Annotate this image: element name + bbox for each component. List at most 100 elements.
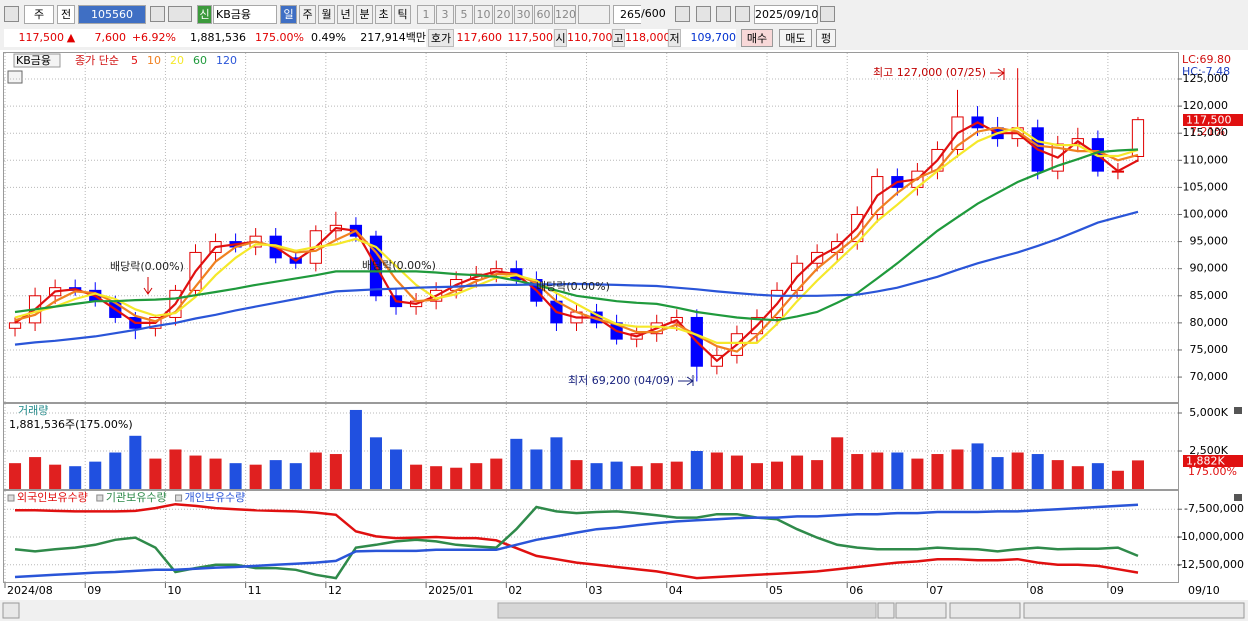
interval-60[interactable]: 60 [534,5,553,24]
x-tick-label: 07 [929,584,943,597]
play-controls[interactable] [895,602,947,619]
period-tick[interactable]: 틱 [394,5,411,24]
legend-entry: 10 [147,54,161,67]
volume-bar [690,450,703,489]
volume-bar [89,461,102,489]
scroll-right[interactable] [877,602,895,619]
volume-bar [490,458,503,489]
volume-bar [991,457,1004,489]
y-tick-label: 115,000 [1183,126,1229,139]
y-tick-label: 110,000 [1183,153,1229,166]
code-input[interactable]: 105560 [78,5,146,24]
open-price: 110,700 [567,29,613,47]
y-tick-label: 120,000 [1183,99,1229,112]
tool-icon[interactable] [696,6,711,22]
scroll-left[interactable] [2,602,20,619]
x-tick-label: 08 [1030,584,1044,597]
last-price-box [1183,114,1243,126]
period-second[interactable]: 초 [375,5,392,24]
annotation: 최저 69,200 (04/09) [568,374,674,387]
y-tick-label: 5,000K [1189,406,1228,419]
menu-icon[interactable] [4,6,19,22]
interval-20[interactable]: 20 [494,5,513,24]
legend-entry: 60 [193,54,207,67]
panel-close[interactable] [1234,494,1242,501]
period-week[interactable]: 주 [299,5,316,24]
search-icon[interactable] [150,6,165,22]
chart-tools[interactable] [1023,602,1245,619]
volume-bar [229,463,242,489]
y-tick-label: -12,500,000 [1177,558,1244,571]
volume-ratio: 175.00% [246,29,304,47]
interval-3[interactable]: 3 [436,5,454,24]
save-icon[interactable] [716,6,731,22]
sound-icon[interactable] [168,6,192,22]
bar-count[interactable]: 265 [613,5,641,24]
date-input[interactable]: 2025/09/10 [754,5,818,24]
period-day[interactable]: 일 [280,5,297,24]
high-price: 118,000 [625,29,671,47]
volume-bar [871,452,884,489]
bid-price: 117,500 [502,29,553,47]
period-select[interactable]: 주 [24,5,54,24]
calendar-icon[interactable] [820,6,835,22]
volume-bar [410,464,423,489]
moving-average [14,126,1139,344]
low-label: 저 [668,29,681,47]
interval-30[interactable]: 30 [514,5,533,24]
flat-button[interactable]: 펑 [816,29,836,47]
legend-swatch [96,494,104,502]
volume-bar [369,437,382,489]
interval-1[interactable]: 1 [417,5,435,24]
volume-bar [771,461,784,489]
annotation: 배당락(0.00%) [110,260,184,273]
volume-bar [911,458,924,489]
legend-box [13,53,61,68]
settings-icon[interactable] [735,6,750,22]
interval-120[interactable]: 120 [554,5,576,24]
zoom-slider[interactable] [949,602,1021,619]
period-month[interactable]: 월 [318,5,335,24]
volume-bar [610,461,623,489]
x-tick-label: 09 [87,584,101,597]
legend-entry: 기관보유수량 [106,491,167,504]
price: 117,500 [4,29,64,47]
y-tick-label: 85,000 [1190,289,1229,302]
interval-5[interactable]: 5 [455,5,473,24]
y-tick-label: 75,000 [1190,343,1229,356]
panel-close[interactable] [1234,407,1242,414]
y-tick-label: 105,000 [1183,180,1229,193]
interval-10[interactable]: 10 [474,5,493,24]
volume-bar [971,443,984,489]
quote-label: 호가 [428,29,454,47]
table-icon[interactable] [7,70,23,84]
period-year[interactable]: 년 [337,5,354,24]
y-tick-label: 90,000 [1190,262,1229,275]
volume-bar [550,437,563,489]
x-tick-label: 11 [248,584,262,597]
arrow [143,277,153,295]
period-minute[interactable]: 분 [356,5,373,24]
tool-icon[interactable] [675,6,690,22]
volume-bar [329,454,342,489]
volume-bar [169,449,182,489]
sell-button[interactable]: 매도 [779,29,812,47]
prev-button[interactable]: 전 [57,5,75,24]
volume-bar [309,452,322,489]
volume-bar [470,463,483,489]
candle-body [8,322,22,329]
volume-bar [69,466,82,489]
x-tick-label: 2025/01 [428,584,474,597]
buy-button[interactable]: 매수 [741,29,773,47]
legend-entry: 5 [131,54,138,67]
volume-bar [851,454,864,489]
y-tick-label: 95,000 [1190,235,1229,248]
moving-average [14,121,1139,363]
new-badge[interactable]: 신 [197,5,212,24]
stock-name[interactable]: KB금융 [213,5,277,24]
interval-select[interactable] [578,5,610,24]
last-price: 117,500 [1186,114,1232,127]
trade-value: 217,914백만 [346,29,426,47]
scroll-thumb[interactable] [497,602,877,619]
